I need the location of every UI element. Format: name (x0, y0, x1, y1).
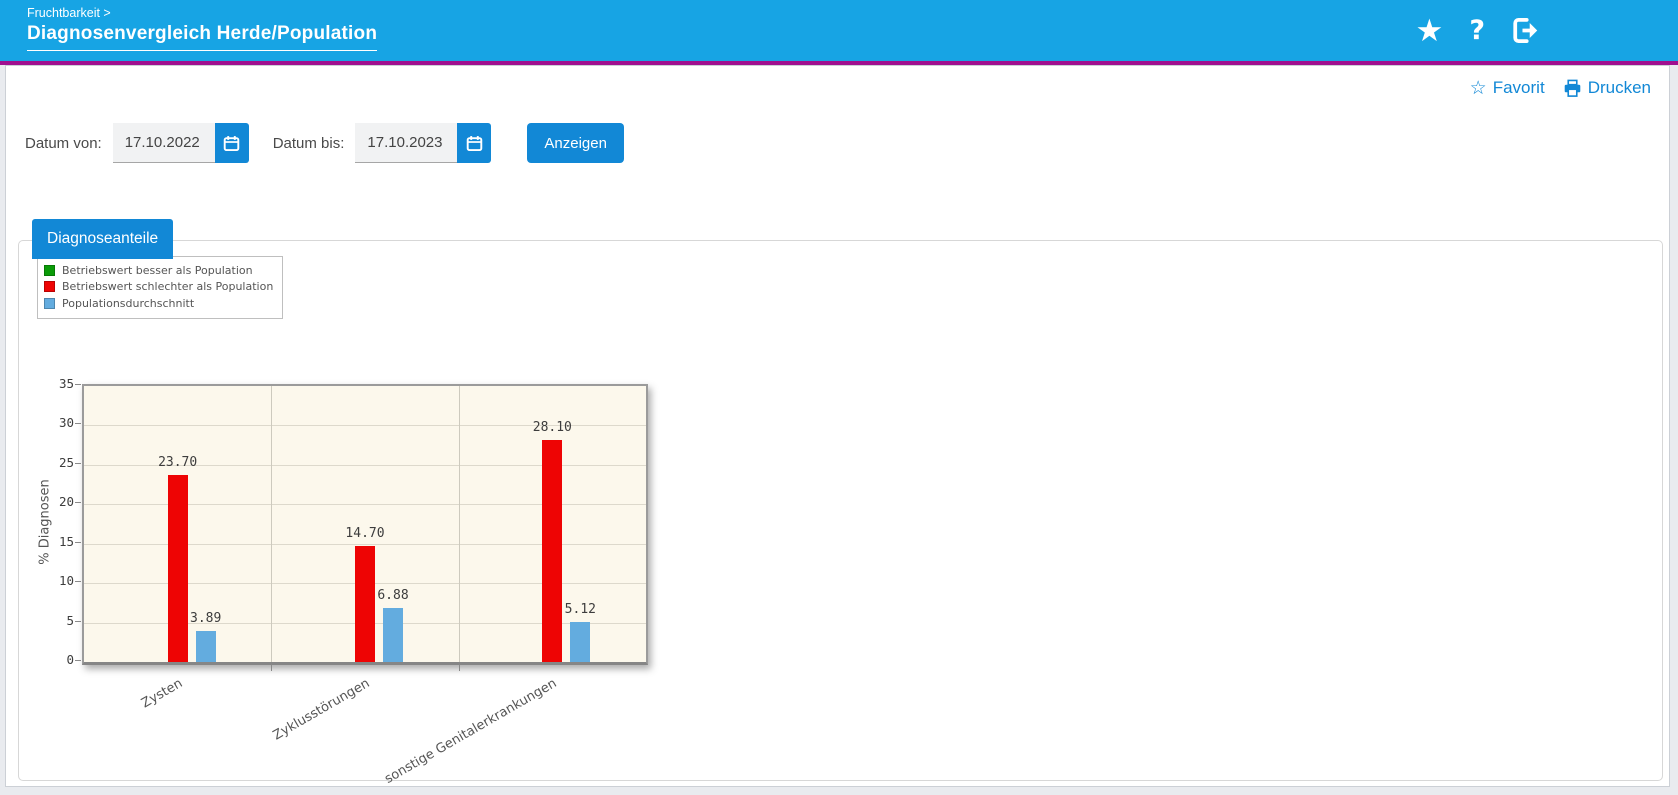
favorit-link[interactable]: ☆ Favorit (1470, 78, 1545, 98)
bar-betrieb-1 (355, 546, 375, 662)
date-to-label: Datum bis: (272, 134, 345, 152)
x-tick-mark (458, 665, 460, 671)
y-axis-title: % Diagnosen (37, 479, 53, 565)
h-gridline (84, 425, 646, 427)
legend-label: Populationsdurchschnitt (62, 296, 195, 310)
category-label: sonstige Genitalerkrankungen (382, 676, 560, 787)
bar-value-label: 3.89 (190, 611, 222, 627)
y-tick-label: 10 (58, 573, 74, 589)
logout-icon[interactable] (1511, 16, 1540, 45)
legend-label: Betriebswert besser als Population (62, 263, 253, 277)
y-tick-mark (75, 384, 81, 385)
y-tick-mark (75, 462, 81, 464)
y-tick-mark (75, 541, 81, 543)
bar-value-label: 6.88 (377, 587, 409, 603)
anzeigen-button[interactable]: Anzeigen (527, 123, 624, 163)
y-tick-label: 5 (66, 612, 74, 628)
v-gridline (458, 386, 460, 662)
legend-label: Betriebswert schlechter als Population (62, 280, 274, 294)
header-bar: Fruchtbarkeit > Diagnosenvergleich Herde… (0, 0, 1678, 61)
legend-swatch (44, 281, 55, 293)
legend-item: Betriebswert besser als Population (44, 262, 273, 279)
date-from-label: Datum von: (25, 134, 102, 152)
y-tick-label: 20 (58, 494, 74, 510)
y-tick-label: 15 (58, 533, 74, 549)
date-to-input[interactable] (355, 123, 458, 163)
magenta-divider (0, 61, 1678, 65)
chart-plot-area: 23.70 14.70 28.10 3.89 6.88 5.12 Zysten Zykluss… (82, 384, 648, 787)
bar-chart: % Diagnosen 23.70 14.70 28.10 3.89 6.88 5.12 Z… (19, 241, 1662, 787)
y-tick-label: 0 (66, 652, 74, 667)
filter-row: Datum von: Datum bis: (25, 123, 624, 163)
bar-population-2 (570, 621, 591, 662)
y-tick-mark (75, 423, 81, 425)
y-tick-mark (75, 620, 81, 622)
y-tick-mark (75, 502, 81, 504)
legend-item: Populationsdurchschnitt (44, 295, 273, 312)
legend-item: Betriebswert schlechter als Population (44, 279, 273, 296)
quick-links: ☆ Favorit Drucken (1470, 78, 1651, 98)
category-label: Zysten (138, 676, 186, 712)
favorit-link-label: Favorit (1492, 78, 1545, 97)
favorite-outline-icon: ☆ (1469, 77, 1487, 99)
date-to-calendar-button[interactable] (457, 123, 492, 163)
drucken-link[interactable]: Drucken (1563, 78, 1651, 98)
h-gridline (84, 464, 646, 466)
diagnoseanteile-panel: Betriebswert besser als Population Betrie… (18, 240, 1663, 787)
date-to-group (355, 123, 492, 163)
page-title: Diagnosenvergleich Herde/Population (27, 23, 378, 51)
tab-diagnoseanteile[interactable]: Diagnoseanteile (32, 219, 174, 259)
bar-value-label: 28.10 (532, 420, 572, 436)
bar-value-label: 5.12 (564, 601, 596, 617)
drucken-link-label: Drucken (1587, 78, 1651, 97)
legend-swatch (44, 297, 55, 309)
legend-swatch (44, 264, 55, 276)
printer-icon (1563, 79, 1582, 98)
y-tick-mark (75, 660, 81, 661)
y-tick-label: 25 (58, 454, 74, 470)
category-label: Zyklusstörungen (270, 676, 373, 744)
bar-betrieb-2 (542, 440, 563, 662)
y-tick-label: 30 (58, 415, 74, 431)
bar-population-0 (195, 631, 216, 662)
h-gridline (84, 543, 646, 545)
bar-value-label: 23.70 (158, 455, 198, 471)
date-from-calendar-button[interactable] (214, 123, 249, 163)
content-area: ☆ Favorit Drucken Datum von: (5, 65, 1670, 787)
favorite-star-icon[interactable]: ★ (1415, 13, 1444, 48)
header-icon-group: ★ ? (1416, 0, 1540, 61)
breadcrumb[interactable]: Fruchtbarkeit > (27, 6, 111, 20)
y-tick-label: 35 (58, 376, 74, 391)
calendar-icon (223, 135, 240, 152)
date-from-input[interactable] (112, 123, 215, 163)
help-icon[interactable]: ? (1469, 15, 1485, 46)
calendar-icon (466, 135, 483, 152)
y-tick-mark (75, 581, 81, 583)
bar-population-1 (383, 607, 403, 662)
v-gridline (271, 386, 273, 662)
bar-betrieb-0 (167, 475, 188, 662)
date-from-group (112, 123, 249, 163)
x-tick-mark (271, 665, 273, 671)
bar-value-label: 14.70 (345, 526, 385, 542)
h-gridline (84, 504, 646, 506)
